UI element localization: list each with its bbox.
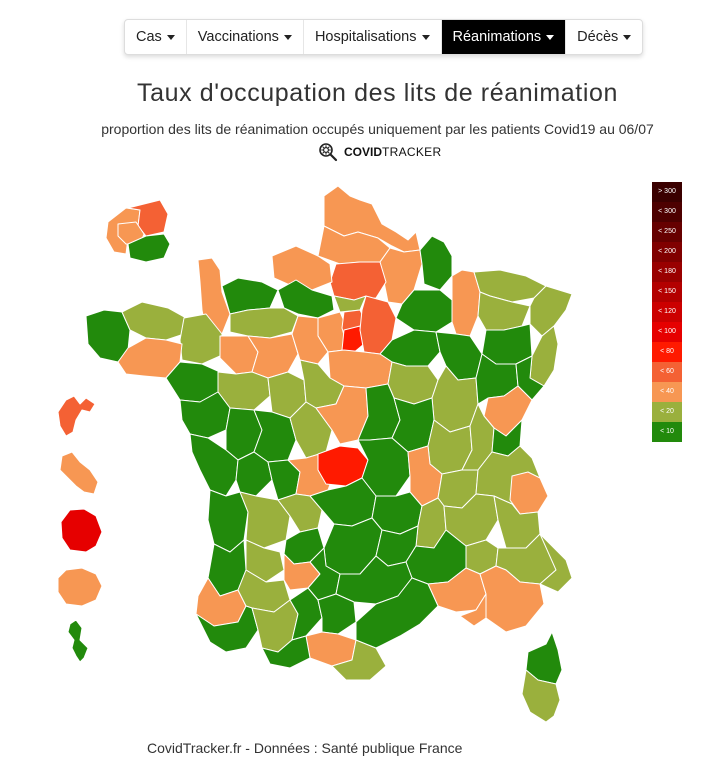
dept-haut-rhin[interactable]	[529, 325, 559, 387]
chevron-down-icon	[421, 34, 430, 40]
nav-cas-label: Cas	[136, 29, 162, 45]
footer-credits: CovidTracker.fr - Données : Santé publiq…	[147, 740, 463, 756]
dept-correze[interactable]	[277, 493, 323, 533]
nav-vaccinations-label: Vaccinations	[197, 29, 279, 45]
nav-hospitalisations-dropdown[interactable]: Hospitalisations	[304, 20, 442, 54]
dept-vosges[interactable]	[481, 323, 533, 365]
region-la-reunion[interactable]	[57, 567, 103, 607]
chevron-down-icon	[166, 34, 175, 40]
legend-item: < 200	[652, 242, 682, 262]
legend-item: < 100	[652, 322, 682, 342]
dept-charente-maritime[interactable]	[189, 433, 239, 497]
dept-oise[interactable]	[329, 261, 387, 301]
region-martinique[interactable]	[59, 451, 99, 495]
dept-cotes-darmor[interactable]	[121, 301, 187, 341]
dept-ariege[interactable]	[289, 587, 323, 641]
dept-meuse[interactable]	[451, 269, 481, 337]
legend-item: < 120	[652, 302, 682, 322]
legend-item: < 150	[652, 282, 682, 302]
legend-item: < 300	[652, 202, 682, 222]
dept-alpes-maritimes[interactable]	[539, 533, 573, 593]
nav-deces-label: Décès	[577, 29, 619, 45]
dept-eure-et-loir[interactable]	[291, 315, 329, 365]
dept-seine-maritime[interactable]	[271, 245, 333, 291]
region-guyane[interactable]	[60, 508, 103, 553]
legend-item: < 40	[652, 382, 682, 402]
dept-morbihan[interactable]	[117, 337, 183, 379]
chevron-down-icon	[283, 34, 292, 40]
nav-hospitalisations-label: Hospitalisations	[314, 29, 417, 45]
dept-aude-south[interactable]	[331, 639, 387, 681]
legend-item: < 60	[652, 362, 682, 382]
indicator-nav: Cas Vaccinations Hospitalisations Réanim…	[124, 19, 644, 55]
dept-var-coast[interactable]	[459, 593, 487, 627]
brand-name-bold: COVID	[344, 145, 383, 159]
dept-yonne[interactable]	[387, 361, 439, 405]
dept-val-doise[interactable]	[333, 295, 367, 313]
nav-deces-dropdown[interactable]: Décès	[566, 20, 642, 54]
nav-vaccinations-dropdown[interactable]: Vaccinations	[187, 20, 304, 54]
dept-ariege-south[interactable]	[261, 635, 311, 669]
legend-item: < 10	[652, 422, 682, 442]
legend-item: < 180	[652, 262, 682, 282]
dept-eure[interactable]	[277, 279, 335, 319]
color-legend: > 300 < 300 < 250 < 200 < 180 < 150 < 120 < 100…	[652, 182, 682, 442]
legend-item: < 80	[652, 342, 682, 362]
dept-orne[interactable]	[229, 307, 299, 339]
covidtracker-logo: COVID TRACKER	[318, 141, 441, 163]
virus-search-icon	[319, 143, 338, 162]
nav-reanimations-dropdown[interactable]: Réanimations	[441, 20, 567, 54]
legend-item: > 300	[652, 182, 682, 202]
brand-name-light: TRACKER	[382, 145, 442, 159]
region-corse-du-sud[interactable]	[521, 669, 561, 723]
nav-reanimations-label: Réanimations	[452, 29, 542, 45]
france-departments-map	[57, 185, 573, 723]
map-title: Taux d'occupation des lits de réanimatio…	[136, 79, 619, 107]
dept-aude[interactable]	[317, 593, 357, 635]
dept-puy-de-dome[interactable]	[357, 437, 411, 497]
dept-essonne[interactable]	[341, 325, 365, 355]
legend-item: < 250	[652, 222, 682, 242]
dept-charente[interactable]	[235, 451, 273, 497]
nav-cas-dropdown[interactable]: Cas	[125, 20, 187, 54]
chevron-down-icon	[546, 34, 555, 40]
dept-herault-coast[interactable]	[355, 577, 439, 649]
dept-isere[interactable]	[509, 471, 549, 515]
region-mayotte[interactable]	[67, 619, 89, 663]
region-guadeloupe[interactable]	[57, 395, 96, 437]
inset-idf-south[interactable]	[127, 233, 171, 263]
map-subtitle: proportion des lits de réanimation occup…	[101, 121, 654, 137]
legend-item: < 20	[652, 402, 682, 422]
inset-idf-north[interactable]	[127, 199, 169, 237]
dept-ardennes[interactable]	[419, 235, 453, 291]
chevron-down-icon	[623, 34, 632, 40]
